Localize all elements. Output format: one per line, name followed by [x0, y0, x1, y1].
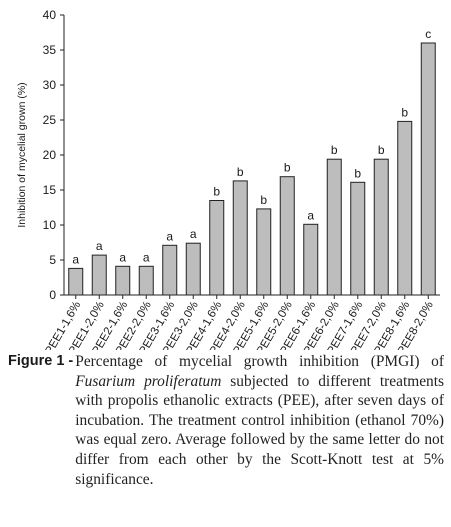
bar: [91, 254, 107, 296]
bar: [350, 181, 366, 296]
significance-letter: b: [284, 161, 291, 175]
caption-text-end: subjected to different treatments with p…: [75, 372, 444, 488]
significance-letter: b: [213, 185, 220, 199]
significance-letter: a: [143, 250, 150, 264]
bar: [373, 158, 389, 296]
bar: [232, 180, 248, 296]
bar: [256, 208, 272, 296]
y-tick-label: 40: [43, 8, 57, 22]
bar: [326, 158, 342, 296]
bar: [397, 120, 413, 296]
significance-letter: b: [260, 193, 267, 207]
significance-letter: b: [401, 105, 408, 119]
y-tick-label: 20: [43, 148, 57, 162]
bar: [209, 200, 225, 296]
y-tick-label: 5: [49, 253, 56, 267]
bar: [303, 223, 319, 296]
significance-letter: a: [96, 239, 103, 253]
significance-letter: b: [354, 166, 361, 180]
significance-letter: a: [307, 208, 314, 222]
significance-letter: b: [378, 143, 385, 157]
significance-letter: a: [72, 252, 79, 266]
y-tick-label: 0: [49, 288, 56, 302]
caption-text-start: Percentage of mycelial growth inhibition…: [75, 353, 444, 370]
bars-group: a a a a a a b b b b a b b b b c: [68, 27, 436, 296]
bar: [185, 242, 201, 296]
bar: [138, 265, 154, 296]
bar: [420, 42, 436, 296]
bar: [115, 265, 131, 296]
significance-letter: a: [190, 227, 197, 241]
caption-label: Figure 1 -: [8, 353, 74, 369]
y-tick-label: 15: [43, 183, 57, 197]
figure-caption: Figure 1 - Percentage of mycelial growth…: [8, 352, 444, 489]
y-axis-label: Inhibition of mycelial grown (%): [16, 82, 28, 227]
significance-letter: a: [166, 229, 173, 243]
bar-chart: 0510152025303540PEE1-1,6%PEE1-2,0%PEE2-1…: [16, 8, 440, 350]
y-tick-label: 30: [43, 78, 57, 92]
significance-letter: a: [119, 250, 126, 264]
y-tick-label: 25: [43, 113, 57, 127]
bar: [68, 267, 84, 296]
bar: [279, 176, 295, 296]
caption-species-name: Fusarium proliferatum: [75, 372, 222, 390]
significance-letter: b: [237, 165, 244, 179]
y-tick-label: 35: [43, 43, 57, 57]
significance-letter: b: [331, 143, 338, 157]
bar: [162, 244, 178, 296]
y-tick-label: 10: [43, 218, 57, 232]
significance-letter: c: [425, 27, 431, 41]
caption-text: Percentage of mycelial growth inhibition…: [75, 352, 444, 489]
